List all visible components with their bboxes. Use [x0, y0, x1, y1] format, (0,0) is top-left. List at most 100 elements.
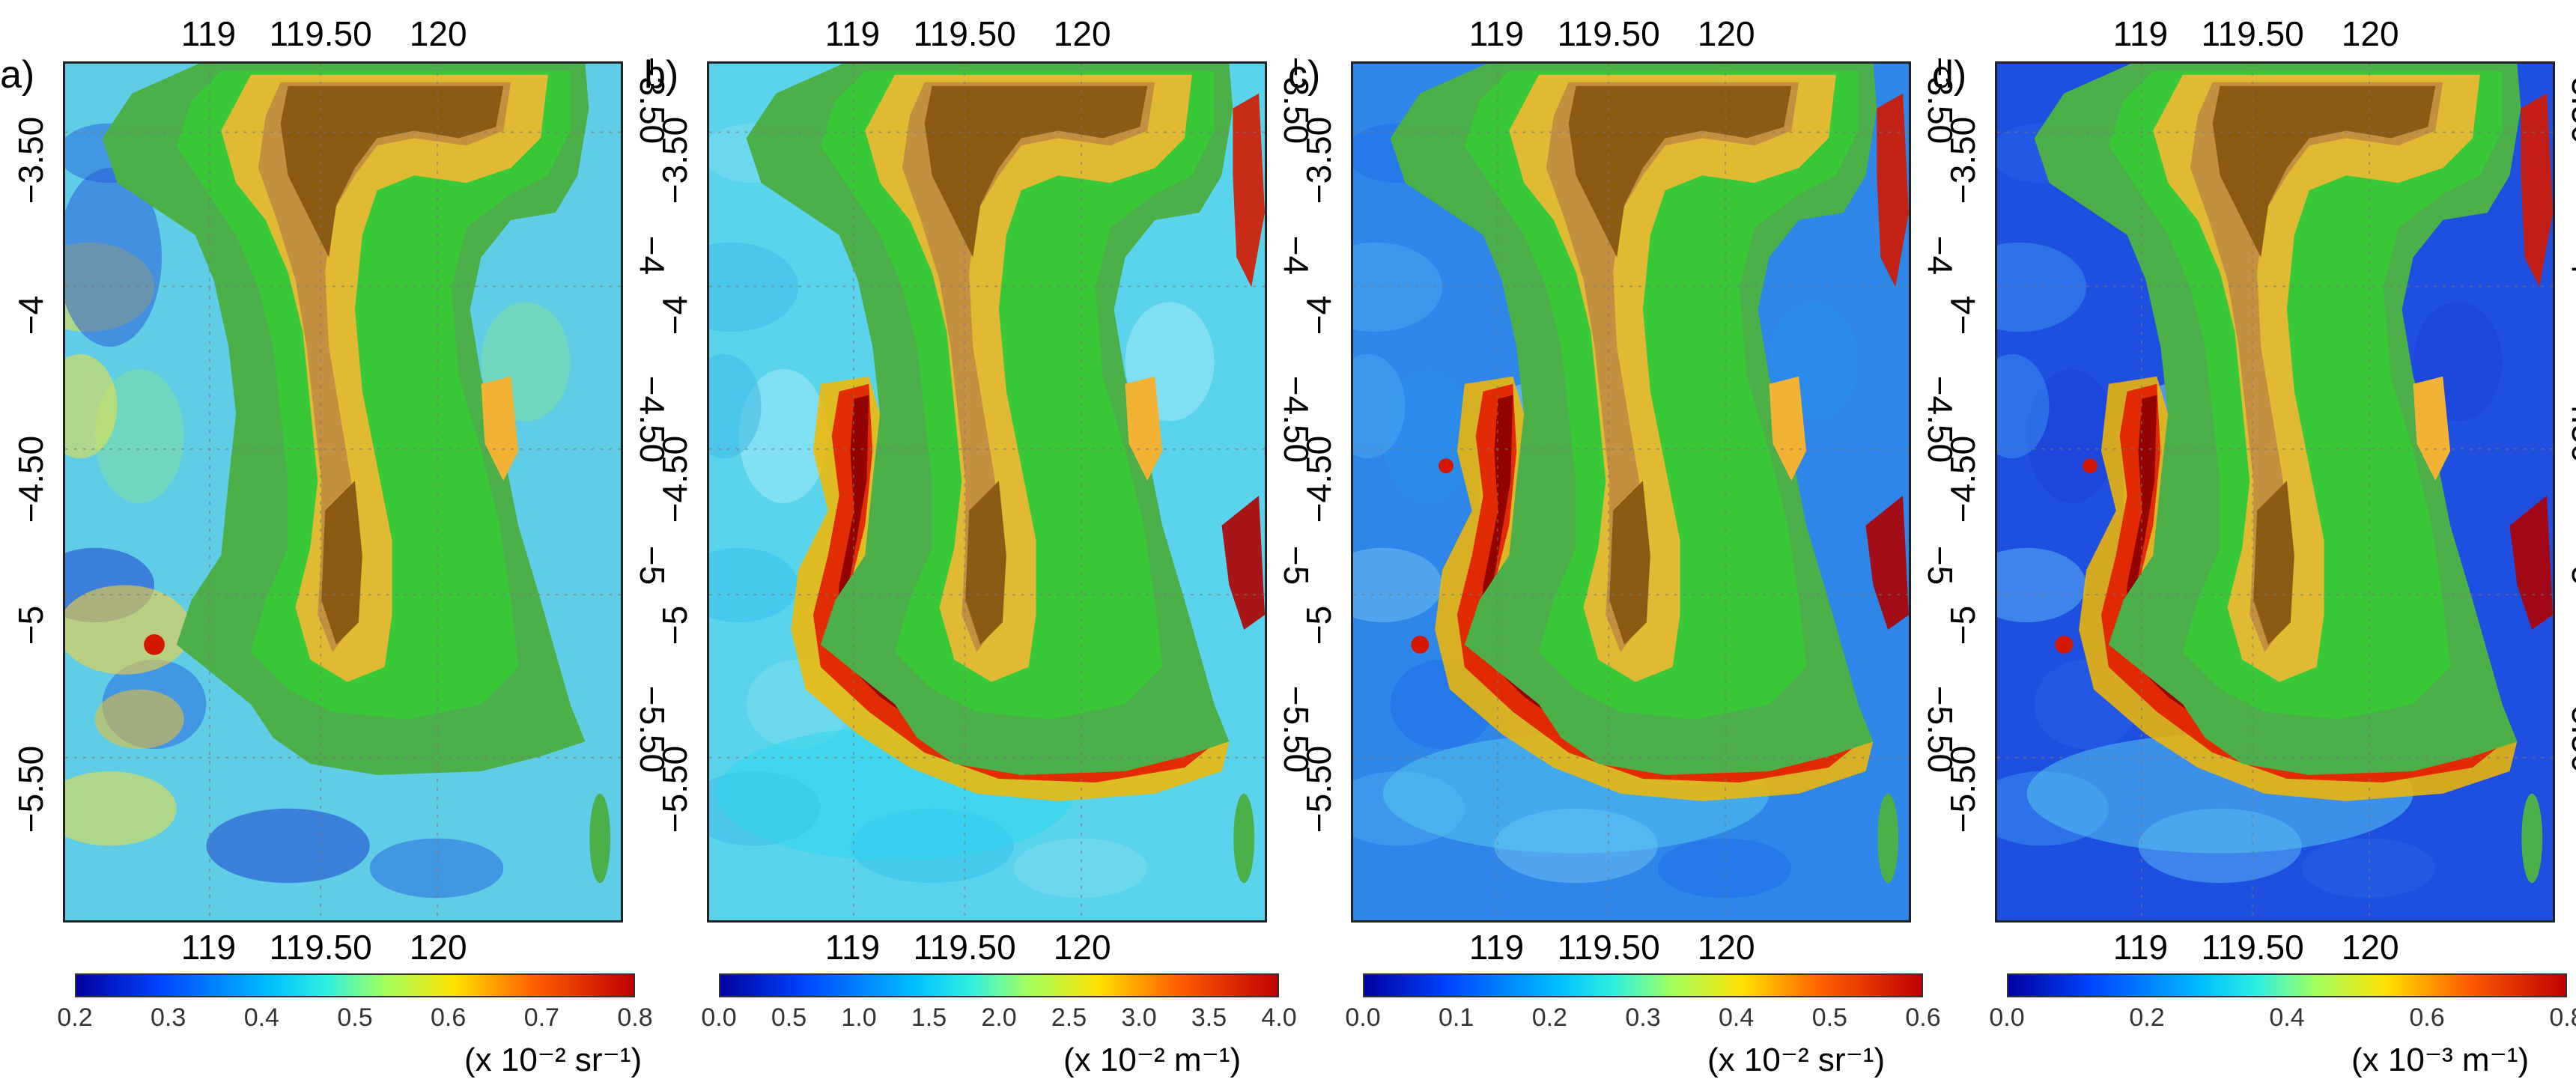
colorbar-tick-label: 3.5: [1191, 1003, 1227, 1032]
map-area: [1351, 61, 1911, 923]
x-ticks-top: 119 119.50 120: [707, 13, 1267, 58]
colorbar-tick-label: 0.4: [2269, 1003, 2305, 1032]
x-tick-label: 119.50: [2201, 14, 2304, 53]
map-panel-b: b) 119 119.50 120 −3.50 −4 −4.50 −5 −5.50 −3.50 −…: [644, 0, 1316, 1091]
map-area: [63, 61, 623, 923]
x-tick-label: 120: [1053, 14, 1111, 53]
colorbar-ticks: 0.0 0.1 0.2 0.3 0.4 0.5 0.6: [1345, 1003, 1940, 1041]
y-ticks-left: −3.50 −4 −4.50 −5 −5.50: [654, 61, 707, 923]
colorbar-tick-label: 1.5: [911, 1003, 947, 1032]
panel-label: a): [0, 53, 35, 97]
y-tick-label: −4.50: [1943, 435, 1982, 523]
x-tick-label: 119.50: [269, 928, 372, 967]
x-tick-label: 119.50: [1557, 14, 1660, 53]
y-tick-label: −5.50: [1299, 745, 1338, 833]
x-tick-label: 119.50: [269, 14, 372, 53]
y-tick-label: −3.50: [11, 116, 50, 204]
x-ticks-top: 119 119.50 120: [63, 13, 623, 58]
x-tick-label: 120: [2341, 14, 2399, 53]
y-tick-label: −5: [1299, 605, 1338, 645]
colorbar-tick-label: 2.5: [1051, 1003, 1087, 1032]
x-ticks-bottom: 119 119.50 120: [707, 927, 1267, 972]
y-tick-label: −5: [1943, 605, 1982, 645]
colorbar-tick-label: 0.7: [523, 1003, 559, 1032]
map-canvas: [709, 64, 1265, 920]
colorbar-tick-label: 0.8: [2549, 1003, 2576, 1032]
y-tick-label: −3.50: [1943, 116, 1982, 204]
colorbar-tick-label: 0.6: [431, 1003, 467, 1032]
panel-label: b): [644, 53, 679, 97]
y-tick-label: −4.50: [1299, 435, 1338, 523]
x-ticks-bottom: 119 119.50 120: [1351, 927, 1911, 972]
x-tick-label: 119: [2112, 928, 2169, 967]
x-tick-label: 119: [180, 928, 237, 967]
y-tick-label: −4: [655, 295, 694, 335]
y-tick-label: −3.50: [655, 116, 694, 204]
x-tick-label: 119.50: [1557, 928, 1660, 967]
x-tick-label: 119.50: [913, 928, 1016, 967]
x-ticks-bottom: 119 119.50 120: [63, 927, 623, 972]
x-tick-label: 119.50: [2201, 928, 2304, 967]
colorbar-unit-label: (x 10⁻² sr⁻¹): [464, 1042, 643, 1078]
panel-label: c): [1288, 53, 1321, 97]
colorbar-tick-label: 0.0: [1345, 1003, 1381, 1032]
colorbar-ticks: 0.0 0.5 1.0 1.5 2.0 2.5 3.0 3.5 4.0: [701, 1003, 1296, 1041]
map-area: [707, 61, 1267, 923]
map-panel-d: d) 119 119.50 120 −3.50 −4 −4.50 −5 −5.: [1932, 0, 2576, 1091]
y-ticks-left: −3.50 −4 −4.50 −5 −5.50: [1298, 61, 1351, 923]
y-ticks-left: −3.50 −4 −4.50 −5 −5.50: [10, 61, 63, 923]
x-tick-label: 119: [824, 14, 881, 53]
x-ticks-top: 119 119.50 120: [1351, 13, 1911, 58]
colorbar-unit-label: (x 10⁻² m⁻¹): [1063, 1042, 1242, 1078]
y-tick-label: −5: [2565, 545, 2576, 586]
x-ticks-bottom: 119 119.50 120: [1995, 927, 2555, 972]
y-tick-label: −4.50: [11, 435, 50, 523]
colorbar-tick-label: 0.6: [2409, 1003, 2445, 1032]
colorbar-ticks: 0.0 0.2 0.4 0.6 0.8: [1989, 1003, 2576, 1041]
colorbar-tick-label: 0.0: [1989, 1003, 2025, 1032]
colorbar-tick-label: 0.1: [1439, 1003, 1474, 1032]
colorbar-tick-label: 0.2: [2129, 1003, 2165, 1032]
y-tick-label: −5: [655, 605, 694, 645]
y-tick-label: −4: [2565, 235, 2576, 276]
x-ticks-top: 119 119.50 120: [1995, 13, 2555, 58]
colorbar: [1363, 973, 1923, 997]
colorbar-tick-label: 0.0: [701, 1003, 737, 1032]
x-tick-label: 119: [180, 14, 237, 53]
y-tick-label: −4.50: [655, 435, 694, 523]
colorbar-tick-label: 0.8: [617, 1003, 653, 1032]
x-tick-label: 120: [1053, 928, 1111, 967]
map-area: [1995, 61, 2555, 923]
x-tick-label: 120: [1697, 928, 1755, 967]
x-tick-label: 119: [2112, 14, 2169, 53]
y-ticks-right: −3.50 −4 −4.50 −5 −5.50: [2560, 57, 2576, 923]
colorbar-tick-label: 0.2: [1531, 1003, 1567, 1032]
colorbar-tick-label: 0.5: [771, 1003, 807, 1032]
y-tick-label: −5.50: [655, 745, 694, 833]
colorbar-tick-label: 0.5: [1811, 1003, 1847, 1032]
colorbar: [2007, 973, 2567, 997]
colorbar-tick-label: 0.3: [1625, 1003, 1661, 1032]
colorbar-tick-label: 3.0: [1121, 1003, 1157, 1032]
colorbar-unit-label: (x 10⁻² sr⁻¹): [1707, 1042, 1886, 1078]
colorbar: [75, 973, 635, 997]
colorbar-tick-label: 1.0: [841, 1003, 877, 1032]
colorbar-tick-label: 0.6: [1905, 1003, 1941, 1032]
y-tick-label: −5.50: [11, 745, 50, 833]
colorbar-tick-label: 4.0: [1261, 1003, 1297, 1032]
x-tick-label: 120: [1697, 14, 1755, 53]
x-tick-label: 119: [824, 928, 881, 967]
y-tick-label: −3.50: [1299, 116, 1338, 204]
map-panel-c: c) 119 119.50 120 −3.50 −4 −4.50 −5 −5.: [1288, 0, 1960, 1091]
y-tick-label: −5.50: [1943, 745, 1982, 833]
y-tick-label: −4: [1943, 295, 1982, 335]
x-tick-label: 120: [2341, 928, 2399, 967]
colorbar-ticks: 0.2 0.3 0.4 0.5 0.6 0.7 0.8: [57, 1003, 652, 1041]
x-tick-label: 119.50: [913, 14, 1016, 53]
y-tick-label: −4.50: [2565, 375, 2576, 463]
colorbar-tick-label: 0.3: [151, 1003, 186, 1032]
y-tick-label: −5.50: [2565, 685, 2576, 773]
colorbar-tick-label: 0.2: [57, 1003, 93, 1032]
colorbar-tick-label: 2.0: [981, 1003, 1017, 1032]
colorbar-unit-label: (x 10⁻³ m⁻¹): [2351, 1042, 2530, 1078]
